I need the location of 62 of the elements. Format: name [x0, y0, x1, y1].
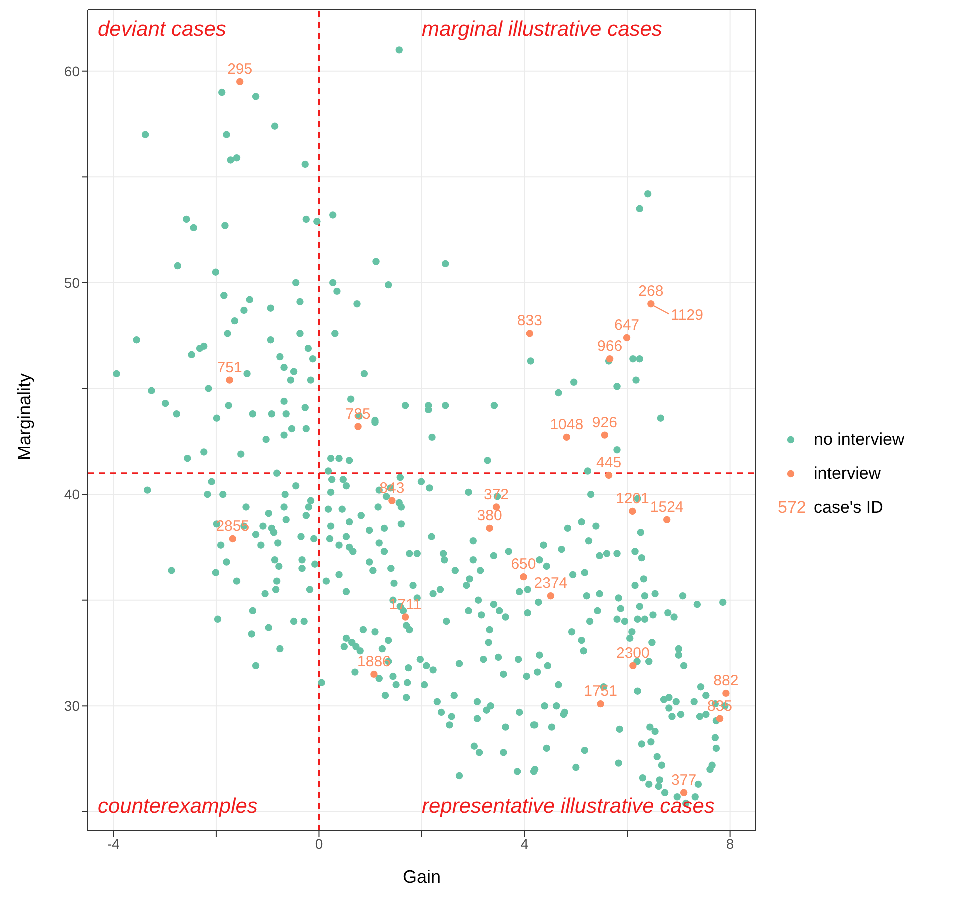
legend-label: no interview [814, 430, 905, 450]
x-axis-title: Gain [402, 867, 442, 887]
point [354, 423, 362, 430]
annotation: 647 [614, 316, 640, 334]
annotation: counterexamples [98, 795, 258, 818]
y-tick-label: 60 [64, 63, 80, 80]
x-tick-label: -4 [107, 836, 120, 852]
point [629, 508, 636, 516]
x-tick-label: 4 [520, 836, 529, 852]
annotation: 650 [511, 556, 536, 574]
y-tick-label: 50 [64, 274, 80, 291]
annotation: 372 [484, 486, 510, 504]
annotation: marginal illustrative cases [422, 18, 663, 41]
point [563, 434, 571, 442]
annotation: 2300 [616, 644, 650, 662]
annotation: 380 [477, 507, 502, 524]
y-axis-title: Marginality [14, 373, 34, 460]
point [601, 432, 609, 439]
annotation: 295 [228, 60, 253, 78]
legend-label: interview [814, 464, 882, 484]
point [402, 614, 410, 621]
annotation: 1751 [584, 683, 618, 700]
annotation: 268 [638, 283, 664, 300]
point [630, 662, 637, 670]
x-tick-label: 8 [726, 836, 734, 852]
annotation: 377 [672, 772, 697, 789]
y-tick-label: 40 [64, 486, 80, 503]
point [547, 592, 555, 600]
annotation: 445 [596, 454, 622, 472]
annotation: 1129 [671, 307, 704, 324]
point [680, 789, 688, 797]
point [520, 573, 528, 581]
point [664, 516, 671, 524]
point [526, 330, 534, 338]
y-tick-label: 30 [64, 698, 80, 714]
annotation: 926 [592, 414, 618, 432]
point [388, 497, 396, 505]
point [716, 715, 724, 722]
annotation: 1524 [650, 498, 684, 516]
annotation: 785 [346, 406, 371, 423]
annotation: representative illustrative cases [422, 795, 716, 818]
annotation: 1048 [550, 416, 584, 434]
annotation: 833 [517, 312, 542, 330]
annotation: 2374 [534, 575, 568, 592]
point [236, 78, 244, 86]
point [229, 535, 237, 543]
text: 572 case's ID [778, 498, 884, 518]
annotation: 966 [598, 338, 623, 356]
annotation: 2855 [216, 518, 250, 535]
point [605, 472, 613, 480]
annotation: 882 [714, 672, 739, 690]
annotation: 751 [217, 359, 242, 376]
point [226, 376, 234, 384]
point [370, 670, 378, 678]
point [648, 300, 655, 308]
point [623, 334, 631, 342]
annotation: 1201 [616, 490, 650, 508]
point [597, 700, 604, 708]
point [722, 690, 730, 698]
x-tick-label: 0 [315, 836, 324, 852]
annotation: deviant cases [98, 18, 227, 41]
point [486, 524, 494, 532]
